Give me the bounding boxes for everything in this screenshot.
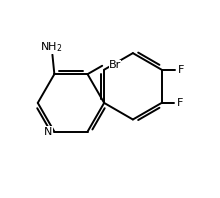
Text: F: F xyxy=(178,65,184,75)
Text: F: F xyxy=(177,98,183,108)
Text: N: N xyxy=(44,127,52,137)
Text: Br: Br xyxy=(109,60,121,70)
Text: NH$_2$: NH$_2$ xyxy=(40,40,63,54)
